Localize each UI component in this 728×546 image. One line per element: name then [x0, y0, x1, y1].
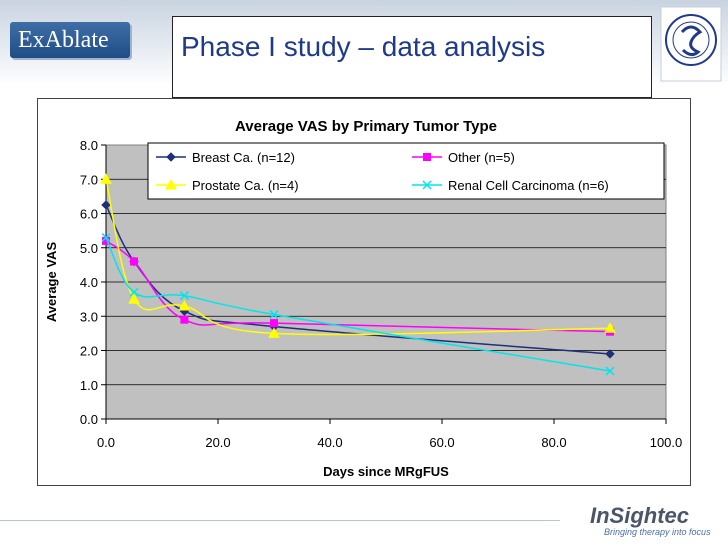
- x-tick-label: 60.0: [429, 435, 454, 450]
- series-3: [100, 173, 616, 338]
- chart-title: Average VAS by Primary Tumor Type: [235, 118, 497, 135]
- footer-brand: InSightec: [590, 503, 690, 528]
- data-point: [269, 310, 279, 320]
- data-point: [129, 287, 139, 297]
- y-tick-label: 7.0: [80, 172, 98, 187]
- legend-item: Other (n=5): [412, 150, 515, 165]
- y-tick-label: 8.0: [80, 138, 98, 153]
- legend-label: Prostate Ca. (n=4): [192, 178, 299, 193]
- legend-item: Prostate Ca. (n=4): [156, 178, 299, 193]
- data-point: [605, 349, 615, 359]
- x-tick-label: 80.0: [541, 435, 566, 450]
- series-4: [101, 232, 615, 376]
- title-box: Phase I study – data analysis: [172, 16, 652, 98]
- x-tick-label: 0.0: [97, 435, 115, 450]
- x-tick-label: 40.0: [317, 435, 342, 450]
- exablate-logo: ExAblate: [10, 22, 130, 58]
- y-tick-label: 1.0: [80, 378, 98, 393]
- x-axis-label: Days since MRgFUS: [323, 464, 449, 479]
- series-line: [105, 179, 611, 336]
- legend-marker: [422, 180, 432, 190]
- line-chart: 0.0 1.0 2.0 3.0 4.0 5.0 6.0 7.0 8.0 0.0 20.0 40.0 60…: [44, 118, 682, 479]
- x-tick-label: 20.0: [205, 435, 230, 450]
- legend-marker: [166, 152, 176, 162]
- data-point: [179, 291, 189, 301]
- footer-tagline: Bringing therapy into focus: [604, 527, 711, 537]
- data-point: [101, 200, 111, 210]
- footer-divider: [0, 520, 560, 521]
- plot-layer: 0.0 1.0 2.0 3.0 4.0 5.0 6.0 7.0 8.0 0.0 20.0 40.0 60…: [80, 138, 682, 450]
- y-tick-label: 6.0: [80, 207, 98, 222]
- y-tick-label: 2.0: [80, 344, 98, 359]
- data-point: [100, 173, 112, 184]
- hospital-seal-icon: [660, 6, 722, 82]
- x-tick-label: 100.0: [650, 435, 683, 450]
- data-point: [605, 366, 615, 376]
- data-point: [178, 299, 191, 311]
- y-tick-label: 3.0: [80, 309, 98, 324]
- legend-item: Breast Ca. (n=12): [156, 150, 295, 165]
- data-point: [180, 315, 189, 324]
- legend-label: Other (n=5): [448, 150, 515, 165]
- legend: Breast Ca. (n=12) Other (n=5) Prostate Ca.…: [147, 142, 665, 200]
- slide-title: Phase I study – data analysis: [181, 31, 546, 62]
- y-axis-label: Average VAS: [44, 242, 59, 323]
- data-point: [270, 319, 278, 328]
- legend-marker: [423, 153, 431, 161]
- data-point: [268, 327, 280, 338]
- insightec-logo: InSightec Bringing therapy into focus: [576, 503, 712, 541]
- data-point: [128, 293, 140, 304]
- y-tick-label: 4.0: [80, 275, 98, 290]
- legend-box: [147, 142, 665, 200]
- y-tick-label: 5.0: [80, 241, 98, 256]
- legend-marker: [165, 178, 177, 190]
- chart-frame: 0.0 1.0 2.0 3.0 4.0 5.0 6.0 7.0 8.0 0.0 20.0 40.0 60…: [37, 98, 691, 486]
- data-point: [130, 257, 138, 266]
- legend-item: Renal Cell Carcinoma (n=6): [412, 178, 609, 193]
- data-point: [604, 322, 616, 333]
- legend-label: Renal Cell Carcinoma (n=6): [448, 178, 609, 193]
- legend-label: Breast Ca. (n=12): [192, 150, 295, 165]
- y-tick-label: 0.0: [80, 412, 98, 427]
- data-point: [101, 232, 111, 243]
